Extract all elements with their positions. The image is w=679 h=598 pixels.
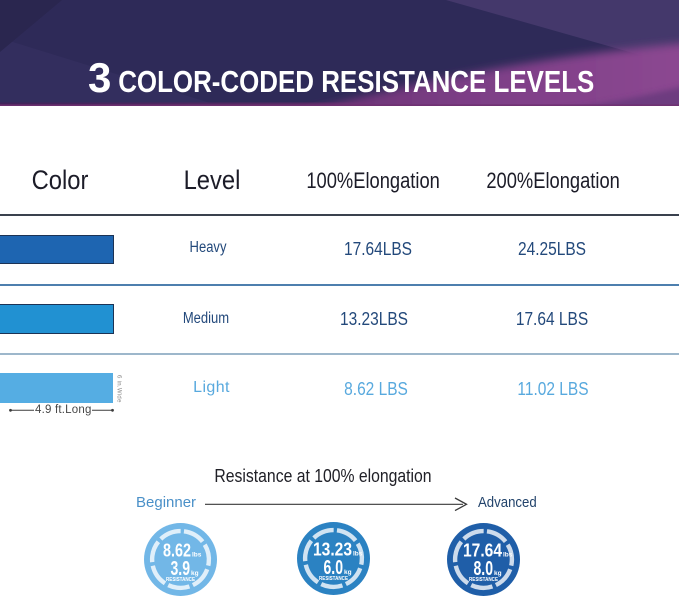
svg-text:RESISTANCE: RESISTANCE (469, 577, 498, 583)
svg-text:13.23: 13.23 (313, 539, 352, 560)
svg-text:6.0: 6.0 (323, 557, 343, 579)
svg-text:lbs: lbs (353, 551, 363, 558)
svg-text:8.62: 8.62 (163, 539, 191, 560)
svg-text:kg: kg (191, 570, 199, 577)
svg-text:kg: kg (494, 570, 502, 577)
svg-text:RESISTANCE: RESISTANCE (166, 577, 195, 583)
svg-text:RESISTANCE: RESISTANCE (319, 576, 348, 582)
svg-text:lbs: lbs (192, 551, 202, 558)
svg-text:lbs: lbs (503, 551, 513, 558)
svg-text:3.9: 3.9 (170, 558, 190, 580)
svg-text:17.64: 17.64 (463, 539, 503, 560)
svg-text:kg: kg (344, 569, 352, 576)
svg-text:8.0: 8.0 (473, 558, 493, 580)
